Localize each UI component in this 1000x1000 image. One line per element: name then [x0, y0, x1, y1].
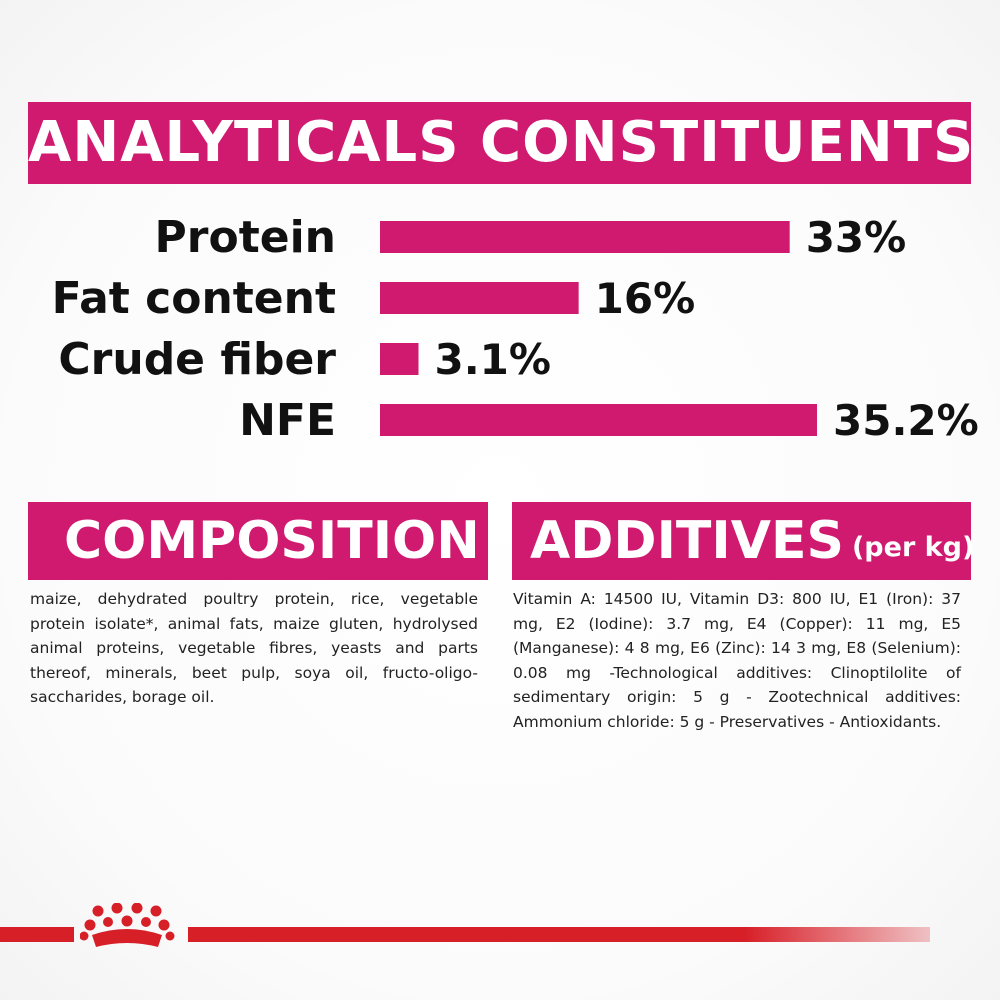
footer-line-right: [188, 927, 930, 942]
analyticals-banner: ANALYTICALS CONSTITUENTS: [28, 102, 973, 184]
additives-text: Vitamin A: 14500 IU, Vitamin D3: 800 IU,…: [513, 590, 961, 731]
composition-title: COMPOSITION: [64, 511, 480, 571]
category-label: Crude fiber: [58, 334, 336, 385]
composition-banner: COMPOSITION: [28, 502, 488, 580]
additives-unit: (per kg): [851, 532, 975, 563]
additives-title: ADDITIVES: [530, 511, 844, 571]
category-label: NFE: [239, 395, 336, 446]
composition-text: maize, dehydrated poultry protein, rice,…: [30, 590, 478, 706]
value-label: 33%: [806, 213, 907, 262]
category-label: Protein: [155, 212, 336, 263]
value-label: 3.1%: [434, 335, 550, 384]
footer-line-left: [0, 927, 74, 942]
additives-banner: ADDITIVES (per kg): [512, 502, 975, 580]
value-label: 35.2%: [833, 396, 979, 445]
bar: [380, 282, 579, 314]
analyticals-bar-chart: Protein 33% Fat content 16% Crude fiber 3.1% N…: [52, 212, 979, 446]
value-label: 16%: [595, 274, 696, 323]
bar: [380, 343, 419, 375]
crown-icon: [80, 903, 175, 947]
category-label: Fat content: [52, 273, 336, 324]
bar: [380, 221, 790, 253]
bar: [380, 404, 817, 436]
